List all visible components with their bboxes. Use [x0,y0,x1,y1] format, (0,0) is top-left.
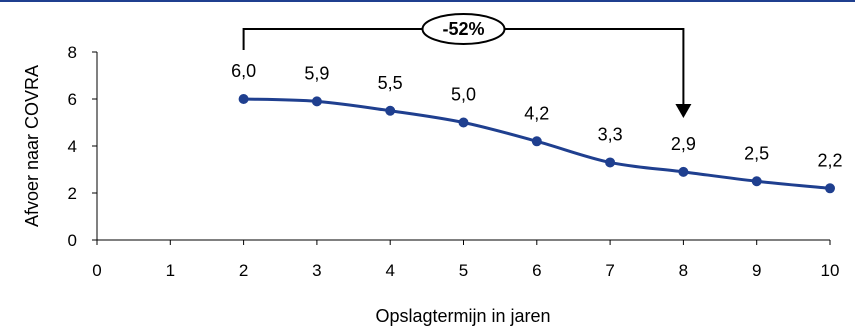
x-tick-label: 8 [679,261,688,280]
data-point [751,176,762,187]
data-label: 5,0 [451,85,476,105]
x-tick-label: 9 [752,261,761,280]
data-point [458,117,469,128]
x-tick-label: 5 [459,261,468,280]
data-point [238,94,249,104]
x-tick-label: 10 [821,261,840,280]
data-point [825,183,835,194]
data-label: 5,9 [304,63,329,83]
y-axis: 0 2 4 6 8 [68,43,98,250]
y-tick-label: 6 [68,90,77,109]
data-point [531,136,542,147]
data-label: 2,2 [817,150,842,170]
x-tick-label: 6 [532,261,541,280]
data-label: 4,2 [524,103,549,123]
y-axis-title: Afvoer naar COVRA [22,65,42,227]
y-tick-label: 0 [68,231,77,250]
data-point [678,166,689,177]
x-tick-label: 7 [605,261,614,280]
annotation-arrowhead [675,104,692,118]
x-tick-label: 4 [385,261,394,280]
x-tick-label: 1 [166,261,175,280]
data-point [605,157,616,168]
y-tick-label: 2 [68,184,77,203]
y-tick-label: 4 [68,137,77,156]
x-tick-label: 0 [92,261,101,280]
x-axis: 0 1 2 3 4 5 6 7 8 9 10 [92,239,840,280]
data-label: 2,9 [671,134,696,154]
data-label: 3,3 [598,124,623,144]
data-point [385,105,396,116]
annotation-label: -52% [442,19,484,39]
x-tick-label: 2 [239,261,248,280]
annotation-bubble [421,13,506,45]
data-label: 5,5 [378,73,403,93]
data-point [311,96,322,107]
data-label: 2,5 [744,143,769,163]
y-tick-label: 8 [68,43,77,62]
x-tick-label: 3 [312,261,321,280]
x-axis-title: Opslagtermijn in jaren [375,306,550,326]
data-label: 6,0 [231,61,256,81]
